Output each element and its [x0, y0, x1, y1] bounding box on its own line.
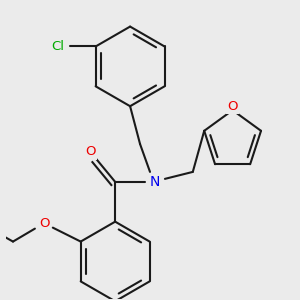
Text: O: O: [85, 146, 95, 158]
Text: Cl: Cl: [51, 40, 64, 53]
Text: O: O: [227, 100, 238, 113]
Text: N: N: [150, 175, 160, 189]
Text: O: O: [40, 217, 50, 230]
